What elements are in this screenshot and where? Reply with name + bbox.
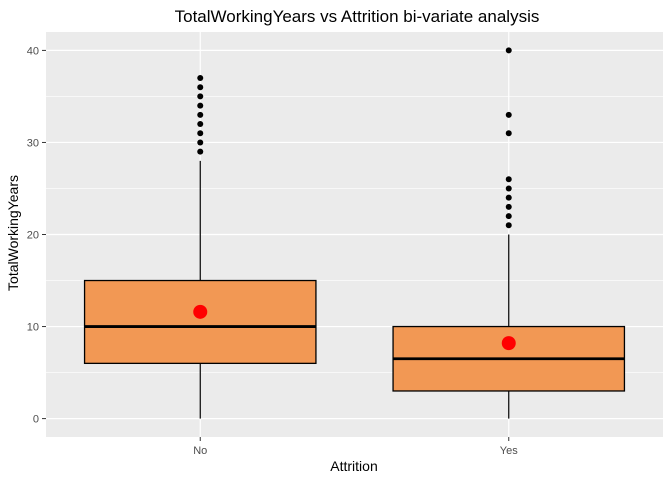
x-axis-title: Attrition (330, 458, 377, 474)
y-axis-title: TotalWorkingYears (5, 175, 21, 291)
x-axis-ticks: No Yes (193, 437, 518, 457)
y-tick-label: 10 (27, 322, 39, 334)
boxplot-group (83, 47, 626, 419)
outlier-point (197, 148, 204, 155)
outlier-point (197, 84, 204, 91)
outlier-point (197, 111, 204, 118)
box-iqr (83, 279, 317, 365)
outlier-point (505, 130, 512, 137)
y-tick-label: 30 (27, 137, 39, 149)
chart-title: TotalWorkingYears vs Attrition bi-variat… (175, 7, 540, 26)
outlier-point (505, 47, 512, 54)
outlier-point (505, 194, 512, 201)
y-axis-ticks: 0 10 20 30 40 (27, 45, 46, 426)
outlier-point (197, 102, 204, 109)
mean-point (501, 336, 516, 351)
outlier-point (197, 93, 204, 100)
y-tick-label: 40 (27, 45, 39, 57)
outlier-point (505, 203, 512, 210)
box-no (83, 75, 317, 419)
outlier-point (505, 111, 512, 118)
y-tick-label: 0 (33, 414, 39, 426)
x-tick-label: Yes (500, 445, 518, 457)
outlier-point (505, 222, 512, 229)
y-tick-label: 20 (27, 230, 39, 242)
box-yes (392, 47, 626, 419)
x-tick-label: No (193, 445, 207, 457)
outlier-point (197, 121, 204, 128)
outlier-point (197, 130, 204, 137)
outlier-point (197, 75, 204, 82)
outlier-point (505, 176, 512, 183)
outlier-point (505, 213, 512, 220)
mean-point (193, 304, 208, 319)
outlier-point (197, 139, 204, 146)
outlier-point (505, 185, 512, 192)
